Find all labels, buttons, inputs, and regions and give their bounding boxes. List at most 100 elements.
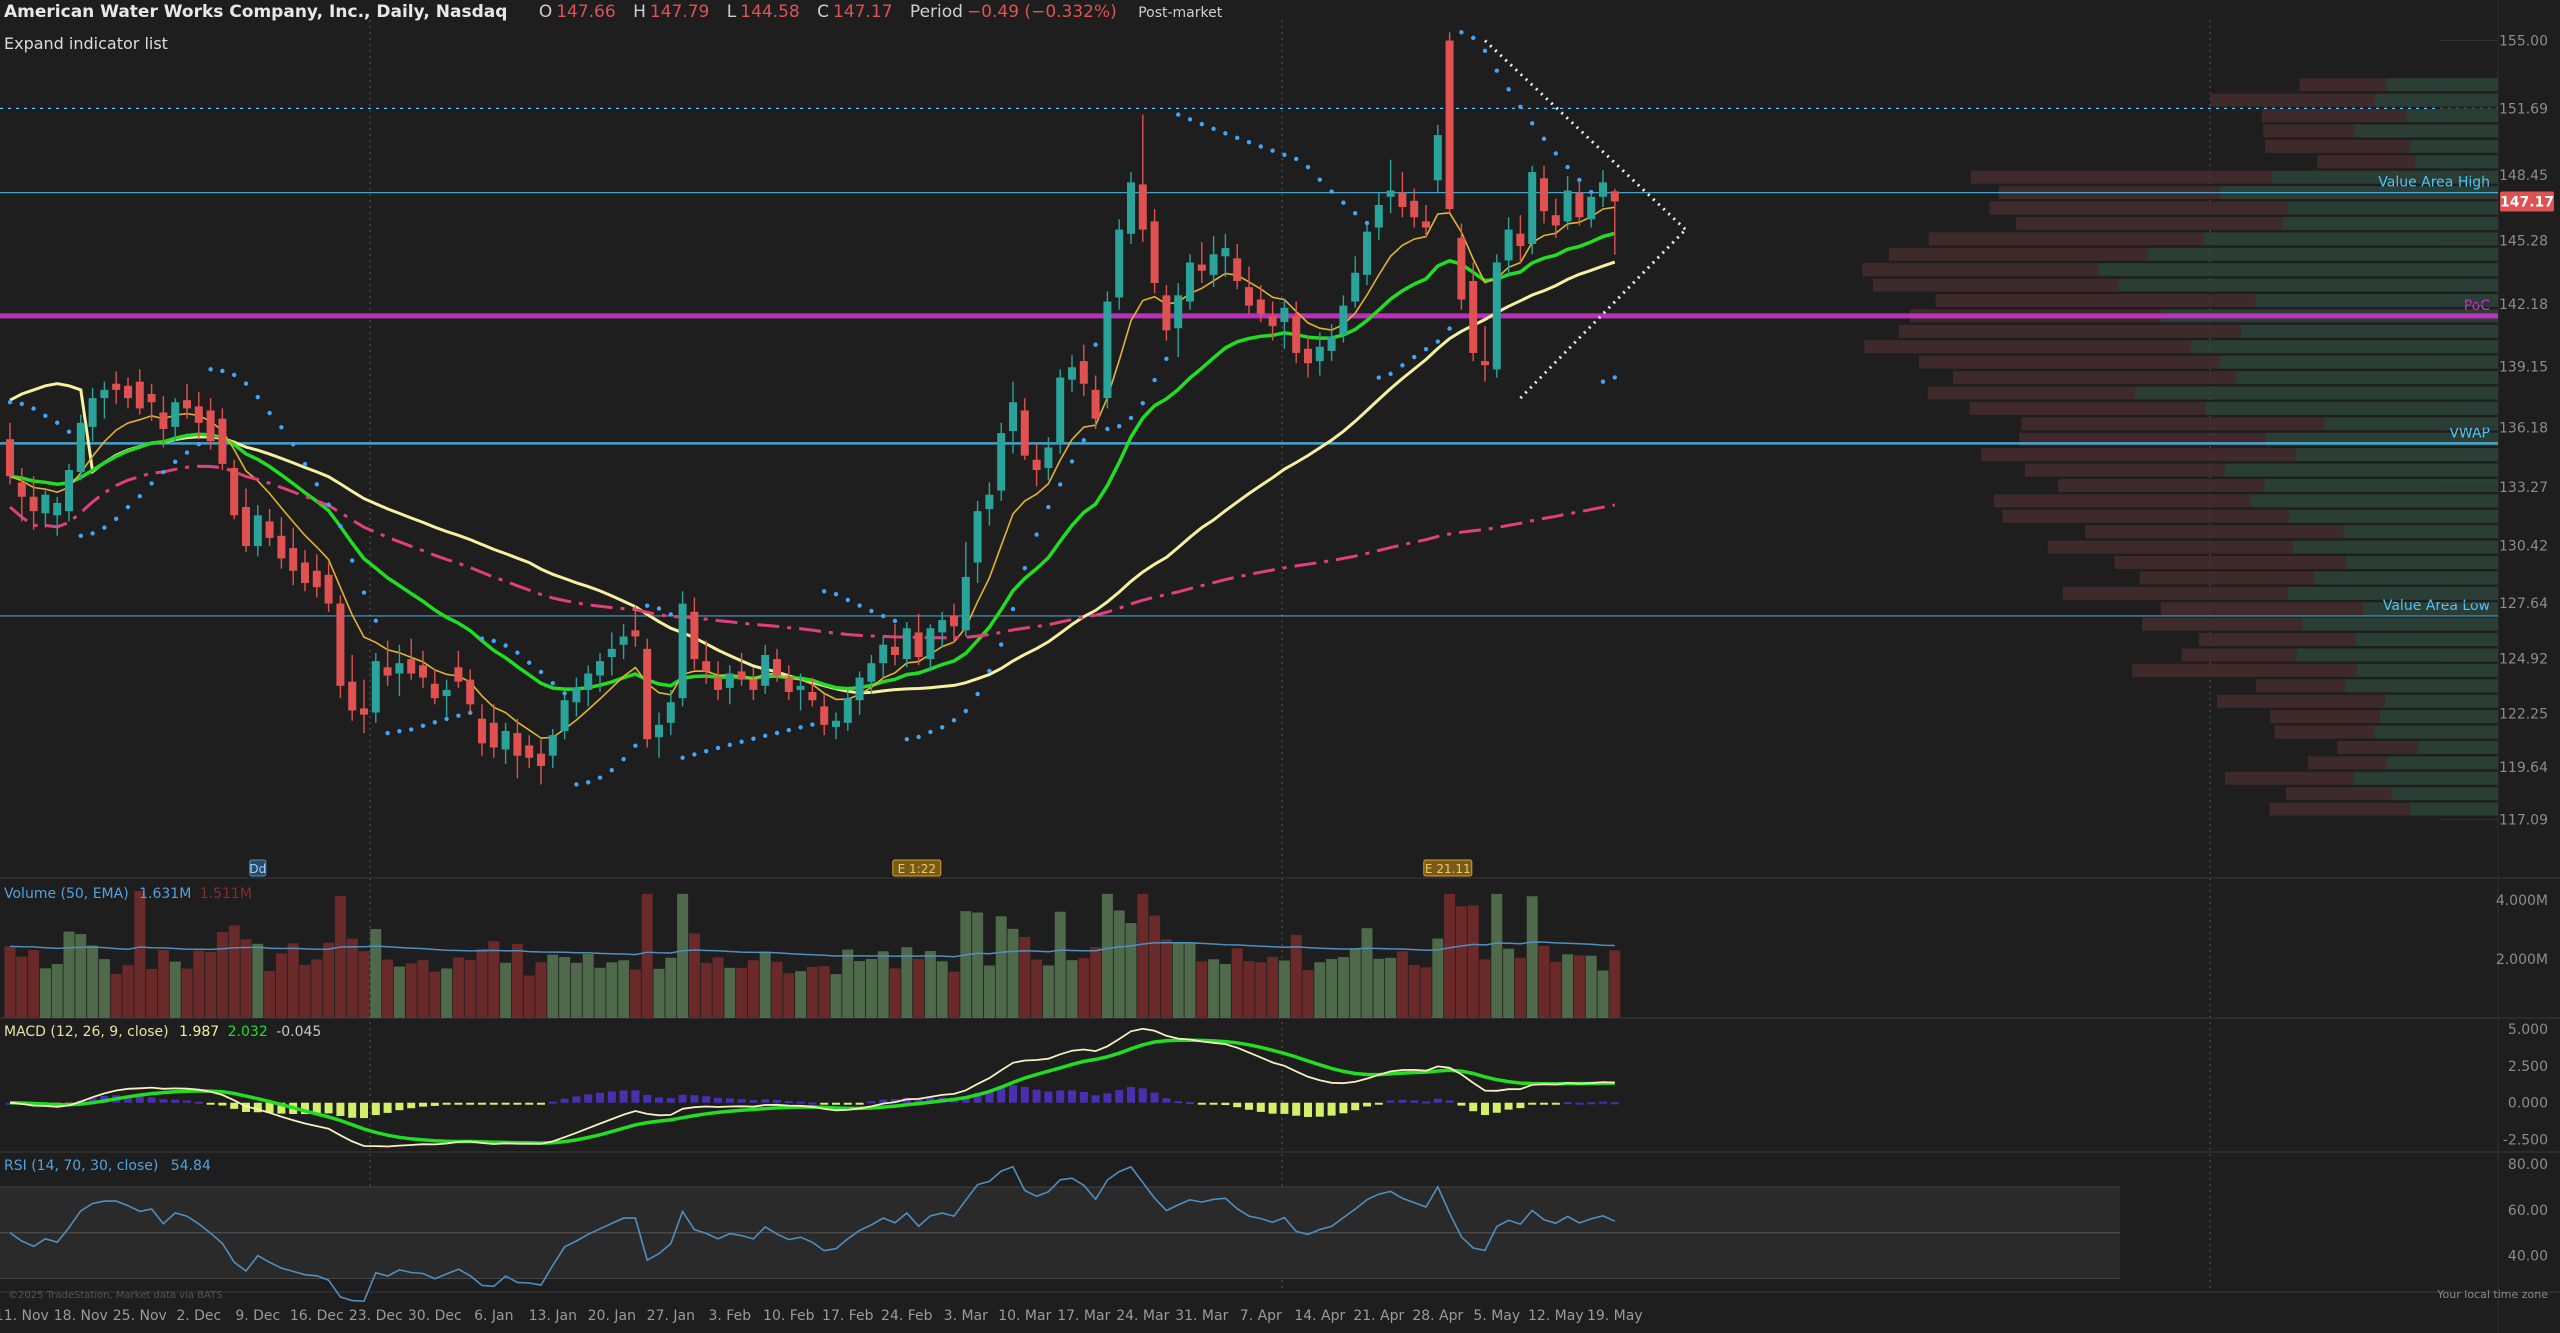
macd-histogram-bar <box>1197 1102 1206 1105</box>
macd-histogram-bar <box>1410 1100 1419 1103</box>
volume-bar <box>771 961 783 1018</box>
candle-up <box>902 628 911 660</box>
x-tick-label: 6. Jan <box>474 1308 513 1324</box>
psar-dot <box>550 681 555 686</box>
volume-profile-bar-up <box>2224 463 2498 477</box>
macd-histogram-bar <box>808 1102 817 1105</box>
psar-dot <box>232 372 237 378</box>
candle-up <box>855 677 864 701</box>
volume-bar <box>877 951 889 1018</box>
volume-profile-bar-up <box>2148 247 2498 261</box>
psar-dot <box>1612 375 1618 380</box>
psar-dot <box>1447 326 1452 331</box>
psar-dot <box>928 729 933 735</box>
candle-down <box>1410 200 1419 218</box>
volume-bar <box>334 895 346 1018</box>
psar-dot <box>1553 151 1559 156</box>
volume-bar <box>1066 960 1078 1018</box>
volume-bar <box>275 953 287 1018</box>
candle-down <box>6 439 14 477</box>
candle-down <box>1575 192 1584 218</box>
psar-dot <box>869 608 874 614</box>
psar-dot <box>999 642 1004 647</box>
volume-bar <box>51 963 63 1018</box>
price-tick-label: 130.42 <box>2499 539 2548 555</box>
macd-histogram-bar <box>1504 1102 1513 1110</box>
macd-tick-label: -2.500 <box>2503 1133 2548 1149</box>
price-tick-label: 117.09 <box>2499 813 2548 829</box>
macd-histogram-bar <box>407 1102 416 1109</box>
macd-histogram-bar <box>560 1098 569 1103</box>
psar-dot <box>1459 30 1464 35</box>
candle-up <box>1563 190 1572 222</box>
volume-profile-bar-down <box>1888 247 2149 261</box>
volume-profile-bar-down <box>2084 525 2344 539</box>
psar-dot <box>822 589 827 594</box>
psar-dot <box>763 733 768 738</box>
macd-histogram-bar <box>218 1102 227 1106</box>
candle-up <box>1044 447 1053 468</box>
macd-histogram-bar <box>537 1102 545 1105</box>
marker-label: Dd <box>249 862 266 876</box>
candle-down <box>749 679 758 690</box>
candle-down <box>690 611 699 660</box>
expand-indicator-list-link[interactable]: Expand indicator list <box>4 34 168 53</box>
psar-dot <box>1388 371 1393 377</box>
rsi-tick-label: 80.00 <box>2508 1157 2548 1173</box>
level-label: PoC <box>2464 298 2491 314</box>
macd-histogram-bar <box>1315 1102 1324 1117</box>
macd-histogram-bar <box>596 1092 604 1103</box>
volume-bar <box>169 961 181 1018</box>
volume-profile-bar-up <box>2417 740 2498 754</box>
volume-bar <box>146 968 158 1018</box>
volume-profile-bar-down <box>2021 417 2325 431</box>
psar-dot <box>291 442 296 447</box>
x-tick-label: 23. Dec <box>349 1308 403 1324</box>
psar-dot <box>1034 532 1039 537</box>
volume-bar <box>1361 928 1373 1018</box>
candle-down <box>206 410 215 442</box>
volume-profile-bar-up <box>2362 602 2498 616</box>
psar-dot <box>1317 177 1323 182</box>
volume-bar <box>736 967 748 1018</box>
psar-dot <box>302 461 308 467</box>
volume-bar <box>1019 936 1031 1018</box>
macd-histogram-bar <box>607 1091 616 1103</box>
volume-profile-bar-down <box>1989 201 2288 215</box>
x-tick-label: 30. Dec <box>408 1308 462 1324</box>
candle-down <box>1032 459 1041 471</box>
x-tick-label: 25. Nov <box>113 1308 167 1324</box>
candle-up <box>843 698 852 723</box>
x-tick-label: 18. Nov <box>54 1308 108 1324</box>
volume-profile-bar-down <box>1971 170 2272 184</box>
volume-avg-value: 1.631M <box>139 886 192 902</box>
volume-profile-bar-down <box>2255 679 2346 693</box>
candle-up <box>100 389 109 399</box>
candle-down <box>218 418 227 464</box>
footer-credit: ©2025 TradeStation, Market data via BATS <box>8 1290 223 1301</box>
macd-histogram-bar <box>171 1099 180 1103</box>
triangle-lower-line <box>1519 228 1687 400</box>
psar-dot <box>940 725 945 730</box>
volume-profile-bar-down <box>1969 401 2206 415</box>
volume-bar <box>1479 959 1491 1018</box>
volume-bar <box>936 961 948 1018</box>
psar-dot <box>586 780 591 785</box>
macd-histogram-bar <box>1551 1102 1560 1105</box>
psar-dot <box>361 590 367 595</box>
volume-profile-bar-down <box>2114 556 2347 570</box>
x-tick-label: 3. Mar <box>944 1308 988 1324</box>
psar-dot <box>279 425 284 430</box>
volume-bar <box>1208 959 1220 1018</box>
close-value: 147.17 <box>833 2 893 22</box>
x-tick-label: 10. Feb <box>763 1308 815 1324</box>
psar-dot <box>1282 152 1287 158</box>
psar-dot <box>680 755 685 760</box>
volume-profile-bar-down <box>2270 710 2380 724</box>
volume-profile-bar-up <box>2289 509 2498 523</box>
volume-profile-bar-down <box>1981 448 2297 462</box>
macd-histogram-bar <box>230 1102 239 1109</box>
macd-histogram-bar <box>1528 1102 1537 1105</box>
candle-up <box>1103 301 1112 399</box>
